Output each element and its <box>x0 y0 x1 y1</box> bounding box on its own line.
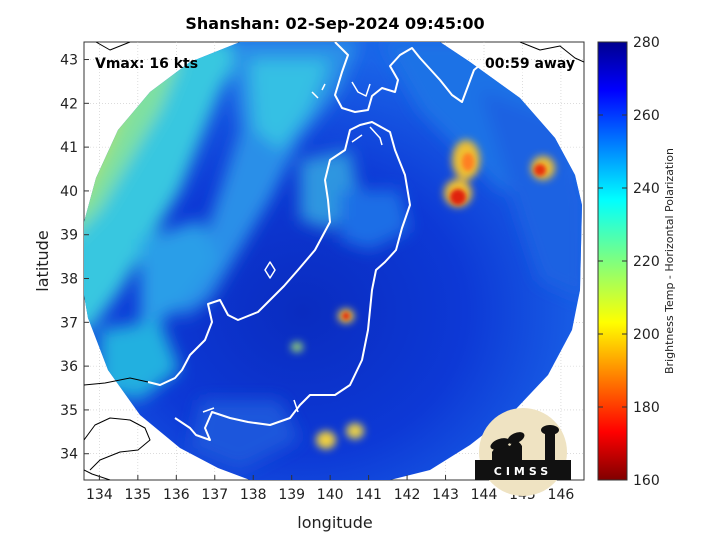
x-tick-label: 142 <box>394 487 421 503</box>
y-tick-label: 36 <box>60 359 78 375</box>
colorbar-tick-label: 180 <box>633 400 660 416</box>
y-tick-label: 34 <box>60 447 78 463</box>
x-tick-label: 134 <box>86 487 113 503</box>
y-tick-label: 42 <box>60 96 78 112</box>
brightness-field <box>84 42 582 480</box>
x-tick-label: 144 <box>471 487 498 503</box>
time-away-annotation: 00:59 away <box>485 56 575 72</box>
x-tick-label: 141 <box>355 487 382 503</box>
x-tick-label: 138 <box>240 487 267 503</box>
y-axis-label: latitude <box>33 230 52 291</box>
colorbar-tick-label: 280 <box>633 35 660 51</box>
y-tick-label: 39 <box>60 228 78 244</box>
y-tick-label: 41 <box>60 140 78 156</box>
y-tick-label: 43 <box>60 53 78 69</box>
y-axis-ticks: 34 35 36 37 38 39 40 41 42 43 <box>60 53 89 463</box>
x-axis-label: longitude <box>297 513 372 532</box>
y-tick-label: 38 <box>60 272 78 288</box>
x-axis-ticks: 134135136137138139140141142143144145146 <box>86 475 574 503</box>
colorbar-ticks: 160 180 200 220 240 260 280 <box>598 35 660 489</box>
x-tick-label: 137 <box>201 487 228 503</box>
cimss-logo: CIMSS <box>475 408 571 496</box>
colorbar-tick-label: 200 <box>633 327 660 343</box>
colorbar-tick-label: 260 <box>633 108 660 124</box>
chart-title: Shanshan: 02-Sep-2024 09:45:00 <box>185 14 484 33</box>
y-tick-label: 35 <box>60 403 78 419</box>
logo-text: CIMSS <box>494 465 552 478</box>
colorbar-tick-label: 240 <box>633 181 660 197</box>
colorbar-tick-label: 160 <box>633 473 660 489</box>
y-tick-label: 37 <box>60 315 78 331</box>
colorbar-tick-label: 220 <box>633 254 660 270</box>
colorbar-label: Brightness Temp - Horizontal Polarizatio… <box>663 148 676 374</box>
x-tick-label: 140 <box>317 487 344 503</box>
x-tick-label: 146 <box>548 487 575 503</box>
y-tick-label: 40 <box>60 184 78 200</box>
x-tick-label: 135 <box>124 487 151 503</box>
x-tick-label: 143 <box>432 487 459 503</box>
x-tick-label: 139 <box>278 487 305 503</box>
vmax-annotation: Vmax: 16 kts <box>95 56 198 72</box>
x-tick-label: 136 <box>163 487 190 503</box>
coastlines <box>84 42 584 480</box>
